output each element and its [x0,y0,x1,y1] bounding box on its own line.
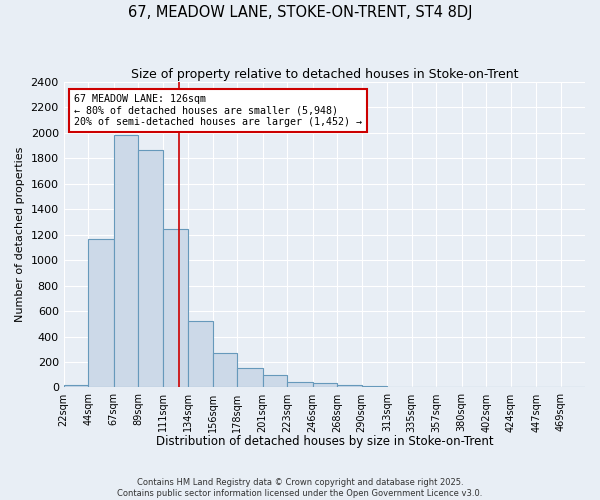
Bar [138,150,163,388]
Bar [88,239,113,388]
Text: 67, MEADOW LANE, STOKE-ON-TRENT, ST4 8DJ: 67, MEADOW LANE, STOKE-ON-TRENT, ST4 8DJ [128,5,472,20]
Bar [237,368,263,388]
Bar [64,384,88,388]
X-axis label: Distribution of detached houses by size in Stoke-on-Trent: Distribution of detached houses by size … [155,434,493,448]
Bar [263,376,287,388]
Bar [113,135,138,388]
Title: Size of property relative to detached houses in Stoke-on-Trent: Size of property relative to detached ho… [131,68,518,80]
Bar [188,321,212,388]
Y-axis label: Number of detached properties: Number of detached properties [15,147,25,322]
Bar [163,230,188,388]
Bar [212,353,237,388]
Bar [313,383,337,388]
Text: 67 MEADOW LANE: 126sqm
← 80% of detached houses are smaller (5,948)
20% of semi-: 67 MEADOW LANE: 126sqm ← 80% of detached… [74,94,362,127]
Text: Contains HM Land Registry data © Crown copyright and database right 2025.
Contai: Contains HM Land Registry data © Crown c… [118,478,482,498]
Bar [387,387,412,388]
Bar [287,382,313,388]
Bar [337,385,362,388]
Bar [362,386,387,388]
